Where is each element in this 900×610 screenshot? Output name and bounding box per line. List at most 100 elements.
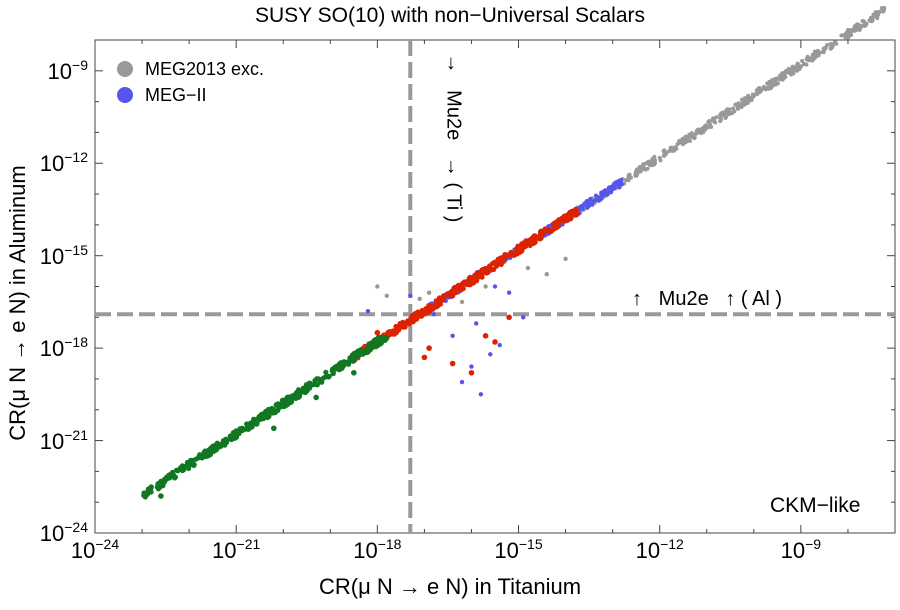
outlier-point — [544, 271, 549, 277]
data-point — [280, 397, 286, 403]
x-tick-label: 10−9 — [781, 536, 821, 564]
outlier-point — [521, 315, 526, 320]
outlier-point — [426, 290, 432, 295]
data-point — [264, 414, 271, 421]
data-point — [753, 92, 758, 97]
data-point — [685, 135, 690, 140]
data-point — [155, 481, 161, 487]
data-point — [746, 93, 751, 98]
outlier-point — [426, 345, 432, 351]
data-point — [728, 110, 733, 115]
outlier-point — [431, 312, 437, 317]
data-point — [553, 224, 560, 231]
series-green — [141, 334, 390, 500]
x-tick-exponent: −12 — [660, 536, 684, 552]
data-point — [323, 369, 329, 375]
outlier-point — [492, 284, 498, 289]
data-point — [285, 401, 291, 408]
data-point — [684, 139, 689, 144]
data-point — [155, 486, 161, 492]
data-point — [718, 119, 723, 124]
data-point — [757, 90, 762, 95]
series-red — [351, 207, 580, 376]
outlier-point — [482, 333, 489, 339]
x-tick-label: 10−12 — [636, 536, 684, 564]
outlier-point — [351, 369, 357, 376]
data-point — [740, 102, 745, 107]
data-point — [797, 65, 802, 70]
data-point — [823, 45, 828, 50]
data-point — [675, 142, 680, 147]
data-point — [272, 409, 278, 416]
data-point — [542, 226, 548, 232]
data-point — [403, 320, 409, 326]
data-point — [770, 81, 775, 86]
x-axis-label: CR(μ N → e N) in Titanium — [318, 574, 582, 599]
outlier-point — [421, 354, 428, 361]
data-point — [503, 254, 509, 260]
outlier-point — [450, 333, 455, 338]
data-point — [220, 438, 226, 444]
data-point — [319, 379, 325, 385]
data-point — [767, 82, 772, 87]
legend: MEG2013 exc. MEG−II — [117, 56, 264, 108]
data-point — [778, 73, 783, 78]
data-point — [680, 136, 685, 141]
data-point — [284, 394, 291, 400]
y-tick-label: 10−9 — [8, 57, 88, 85]
data-point — [761, 85, 766, 90]
outlier-point — [473, 321, 479, 326]
y-tick-label: 10−12 — [8, 149, 88, 177]
data-point — [795, 62, 800, 67]
data-point — [556, 217, 562, 223]
data-point — [800, 59, 805, 64]
data-point — [538, 235, 544, 241]
outlier-point — [365, 308, 371, 314]
data-point — [674, 146, 679, 151]
data-point — [492, 259, 498, 265]
data-point — [210, 448, 217, 455]
data-point — [387, 329, 393, 335]
data-point — [834, 41, 839, 46]
data-point — [470, 275, 476, 281]
data-point — [420, 308, 426, 314]
data-point — [567, 209, 573, 216]
data-point — [258, 416, 264, 422]
data-point — [574, 211, 580, 217]
x-tick-base: 10 — [353, 538, 378, 563]
data-point — [783, 74, 788, 79]
data-point — [532, 239, 538, 245]
data-point — [876, 12, 881, 17]
data-point — [810, 58, 815, 63]
data-point — [239, 425, 245, 431]
y-tick-exponent: −9 — [72, 56, 88, 73]
legend-item-megii: MEG−II — [117, 82, 264, 108]
x-tick-exponent: −9 — [805, 536, 822, 552]
data-point — [718, 115, 723, 120]
data-point — [590, 202, 595, 207]
data-point — [487, 263, 493, 269]
data-point — [590, 199, 595, 204]
data-point — [366, 341, 372, 347]
data-point — [668, 145, 673, 150]
outlier-point — [158, 493, 164, 499]
y-tick-label: 10−24 — [8, 519, 88, 547]
data-point — [529, 236, 535, 242]
x-tick-label: 10−24 — [71, 536, 119, 564]
data-point — [802, 61, 807, 66]
data-point — [774, 76, 779, 81]
chart-title: SUSY SO(10) with non−Universal Scalars — [254, 4, 646, 27]
outlier-point — [492, 339, 498, 345]
outlier-point — [506, 314, 512, 321]
x-tick-base: 10 — [780, 538, 806, 563]
outlier-point — [408, 293, 413, 298]
data-point — [185, 465, 192, 472]
data-point — [307, 380, 313, 386]
data-point — [511, 252, 517, 258]
data-point — [843, 35, 848, 40]
outlier-point — [191, 462, 197, 469]
data-point — [736, 105, 741, 110]
outlier-point — [459, 299, 465, 305]
data-point — [624, 178, 629, 183]
